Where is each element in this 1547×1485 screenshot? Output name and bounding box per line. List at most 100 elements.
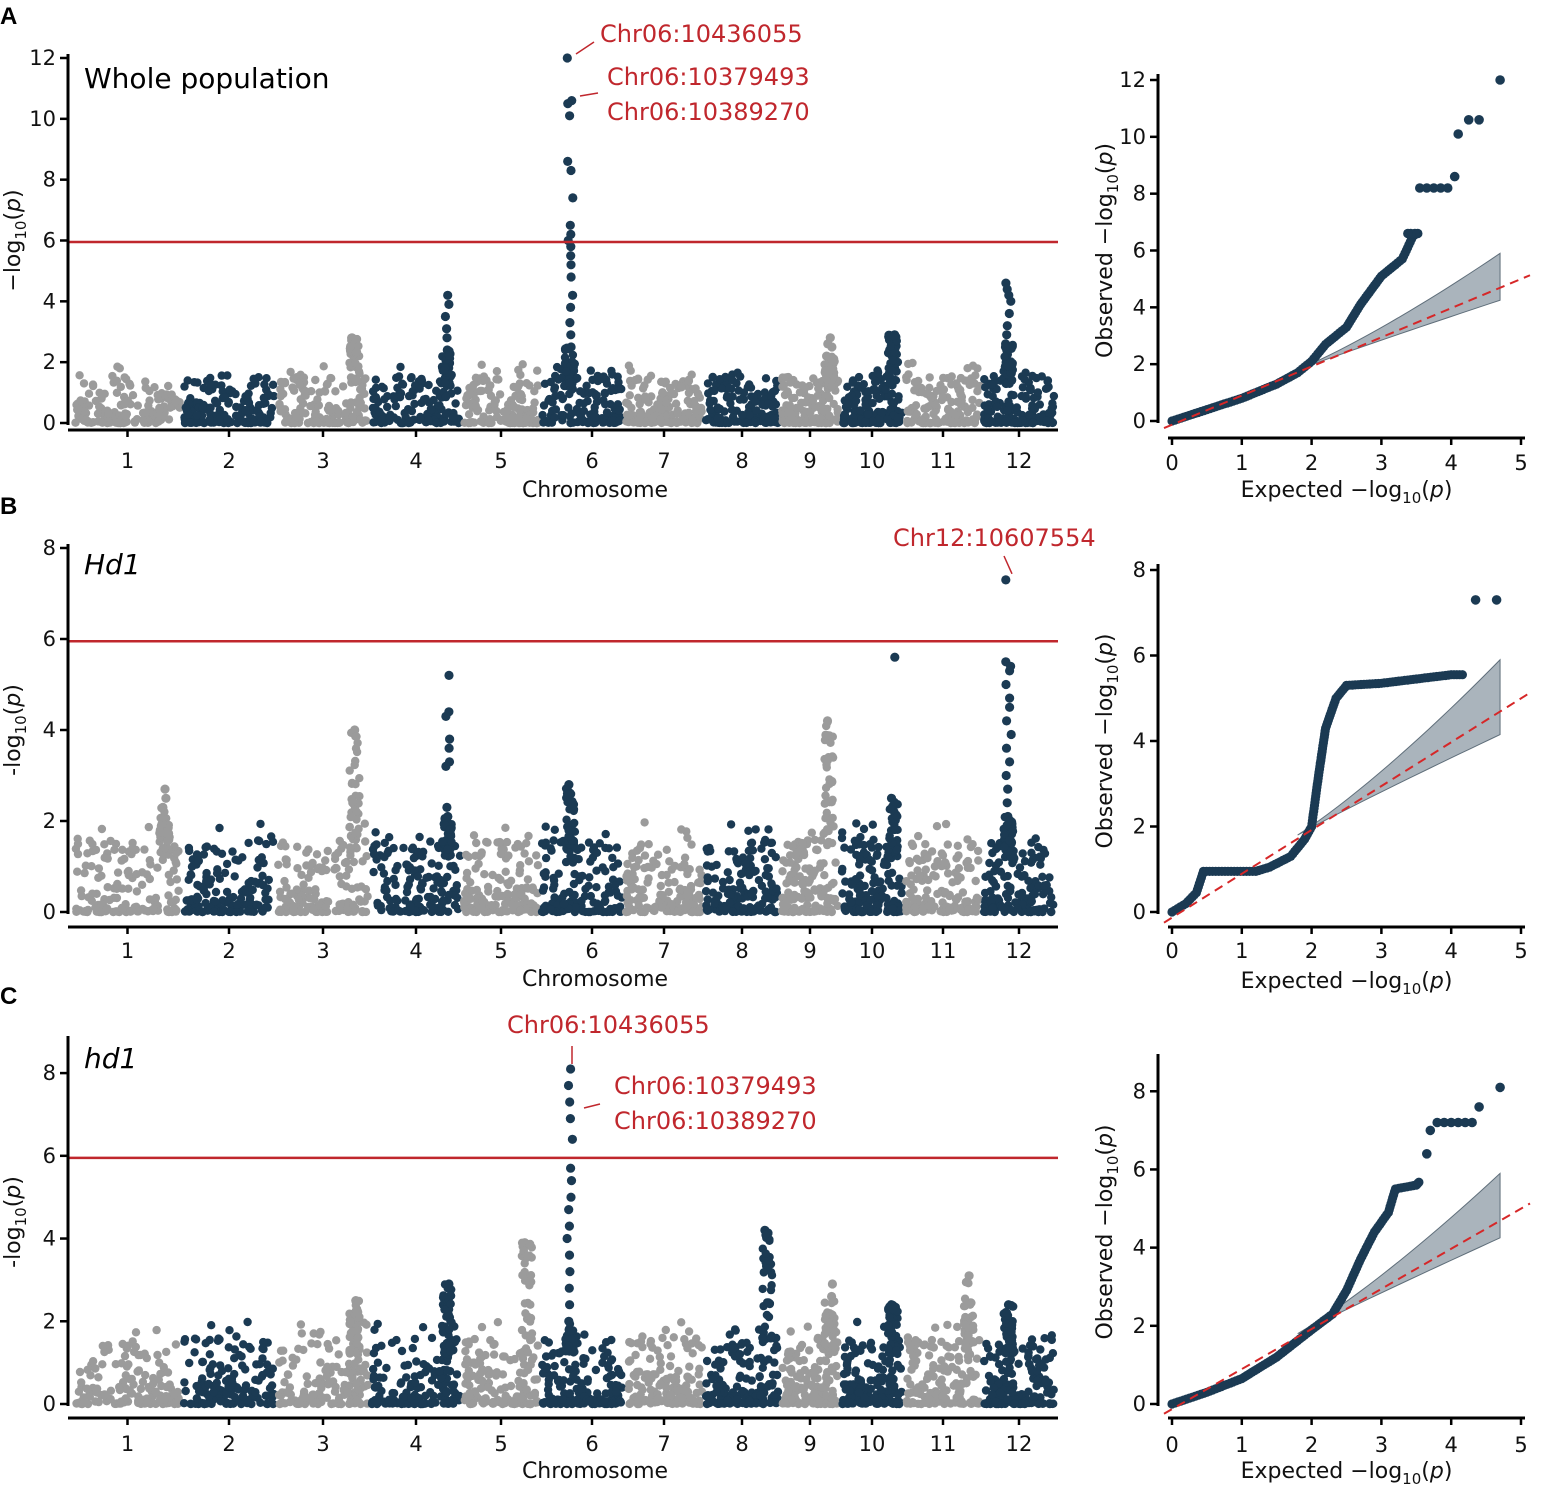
snp-point xyxy=(290,408,300,418)
snp-point xyxy=(205,1365,214,1375)
snp-point xyxy=(322,380,332,389)
snp-point xyxy=(145,895,155,904)
snp-point xyxy=(570,359,579,368)
snp-point xyxy=(74,1387,84,1396)
snp-point xyxy=(391,401,400,411)
annotation-leader xyxy=(579,92,599,97)
snp-point xyxy=(787,412,796,422)
snp-point xyxy=(656,415,665,424)
snp-point xyxy=(494,907,504,917)
snp-point xyxy=(1015,863,1025,872)
snp-point xyxy=(771,853,780,862)
snp-point xyxy=(673,907,683,916)
snp-point xyxy=(601,867,610,876)
snp-point xyxy=(1013,904,1022,913)
snp-point xyxy=(92,1388,101,1397)
snp-point xyxy=(824,826,833,836)
peak-snp-point xyxy=(1005,757,1015,767)
snp-point xyxy=(614,406,624,415)
snp-point xyxy=(256,417,266,426)
snp-point xyxy=(781,898,791,907)
x-tick-label: 11 xyxy=(930,449,957,473)
y-tick-label: 12 xyxy=(1119,68,1146,92)
snp-point xyxy=(790,878,799,887)
snp-point xyxy=(377,415,387,424)
snp-point xyxy=(778,417,787,426)
snp-point xyxy=(1008,359,1017,368)
snp-point xyxy=(1049,391,1059,401)
snp-point xyxy=(127,1374,136,1384)
snp-point xyxy=(345,843,355,852)
snp-point xyxy=(347,333,356,343)
y-axis-label: Observed −log10(p) xyxy=(1093,143,1122,358)
snp-point xyxy=(590,403,599,412)
snp-point xyxy=(392,373,401,382)
snp-point xyxy=(192,418,201,428)
snp-point xyxy=(627,403,636,412)
snp-point xyxy=(424,380,433,390)
snp-point xyxy=(817,418,826,428)
snp-point xyxy=(324,1380,333,1389)
peak-snp-point xyxy=(1003,784,1013,794)
snp-point xyxy=(442,1387,451,1396)
x-tick-label: 2 xyxy=(1305,451,1318,475)
snp-point xyxy=(590,413,599,422)
snp-point xyxy=(855,406,865,415)
qq-top-point xyxy=(1491,595,1502,605)
snp-point xyxy=(317,866,327,876)
peak-snp-point xyxy=(442,324,452,334)
snp-point xyxy=(451,399,460,408)
peak-snp-point xyxy=(1002,798,1012,808)
chromosome-4-snps xyxy=(368,670,465,917)
snp-point xyxy=(117,856,126,865)
snp-point xyxy=(577,843,586,852)
snp-point xyxy=(313,1340,322,1349)
snp-point xyxy=(790,393,799,403)
snp-point xyxy=(512,383,522,393)
snp-point xyxy=(115,1385,125,1395)
snp-point xyxy=(863,410,873,419)
snp-point xyxy=(974,895,984,904)
snp-point xyxy=(477,850,486,859)
snp-point xyxy=(993,418,1002,427)
snp-point xyxy=(348,797,358,806)
peak-snp-point xyxy=(441,761,451,772)
snp-point xyxy=(705,843,714,853)
y-tick-label: 6 xyxy=(43,627,56,651)
snp-point xyxy=(724,393,733,402)
snp-point xyxy=(798,839,807,848)
snp-point xyxy=(559,411,568,420)
snp-point xyxy=(275,1358,284,1367)
snp-point xyxy=(427,859,436,868)
snp-point xyxy=(450,900,460,910)
peak-snp-point xyxy=(1001,679,1011,690)
y-axis-label: −log10(p) xyxy=(1,189,30,291)
snp-point xyxy=(287,889,296,898)
snp-point xyxy=(1017,391,1026,401)
peak-snp-point xyxy=(1005,702,1015,712)
snp-point xyxy=(656,881,665,891)
snp-point xyxy=(401,896,410,905)
snp-point xyxy=(185,418,195,427)
snp-point xyxy=(1048,402,1058,411)
snp-point xyxy=(522,414,531,423)
snp-point xyxy=(81,415,91,425)
chromosome-3-snps xyxy=(275,333,371,428)
snp-point xyxy=(515,869,524,878)
snp-point xyxy=(966,863,975,873)
snp-point xyxy=(76,886,86,895)
snp-point xyxy=(305,894,315,903)
snp-point xyxy=(133,401,142,410)
snp-point xyxy=(187,871,196,880)
chromosome-1-snps xyxy=(72,1325,183,1409)
qq-top-point xyxy=(1435,183,1446,193)
snp-point xyxy=(443,845,452,854)
y-tick-label: 12 xyxy=(29,46,56,70)
snp-point xyxy=(933,889,942,899)
snp-point xyxy=(838,828,847,837)
x-tick-label: 5 xyxy=(1514,451,1527,475)
snp-point xyxy=(323,1339,332,1349)
snp-point xyxy=(426,837,435,846)
